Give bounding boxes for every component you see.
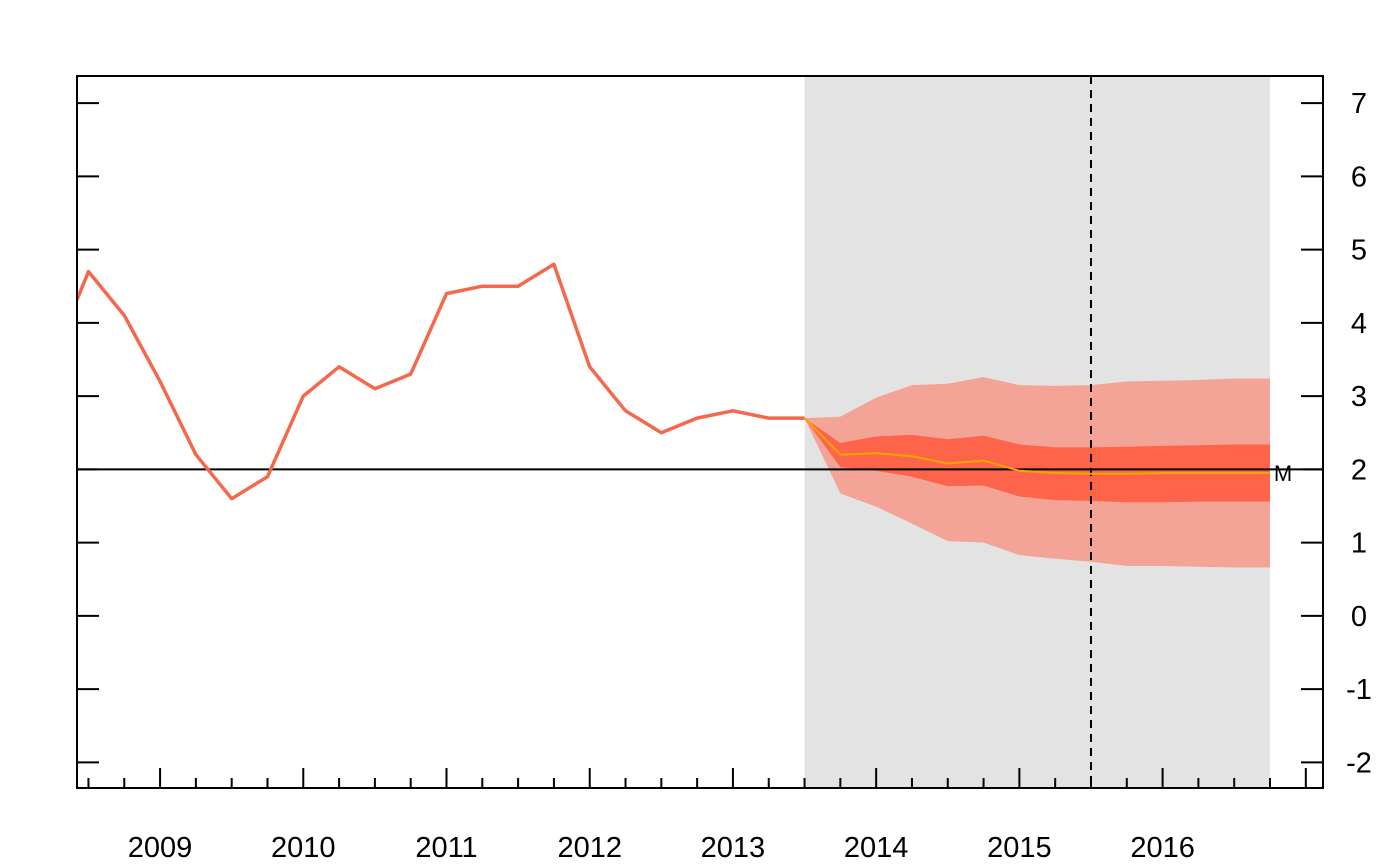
y-tick-label: 2 [1351,454,1367,486]
series-line-actual [77,262,805,501]
x-tick-label: 2013 [701,832,766,864]
y-tick-label: 3 [1351,381,1367,413]
axes: 7 6 5 4 3 2 1 0 -1 -2 2009 2010 2011 2012 2013 2014 2015… [76,75,1372,864]
y-tick-label: -1 [1346,674,1372,706]
x-tick-label: 2015 [987,832,1052,864]
fan-band-inner [804,418,1270,503]
plot-content [77,76,1323,788]
y-tick-label: 0 [1351,601,1367,633]
series-line-forecast_median [803,417,1270,475]
x-tick-label: 2012 [557,832,622,864]
plot-frame [76,75,1324,789]
y-tick-label: 6 [1351,161,1367,193]
y-tick-label: -2 [1346,747,1372,779]
y-tick-label: 1 [1351,528,1367,560]
end-marker-label: M [1274,461,1292,486]
x-tick-label: 2016 [1130,832,1195,864]
y-tick-label: 7 [1351,88,1367,120]
y-tick-label: 5 [1351,235,1367,267]
x-tick-label: 2014 [844,832,909,864]
plot-area [77,76,1323,788]
y-tick-label: 4 [1351,308,1367,340]
x-tick-label: 2011 [415,832,477,864]
x-tick-label: 2009 [128,832,193,864]
x-tick-label: 2010 [271,832,336,864]
